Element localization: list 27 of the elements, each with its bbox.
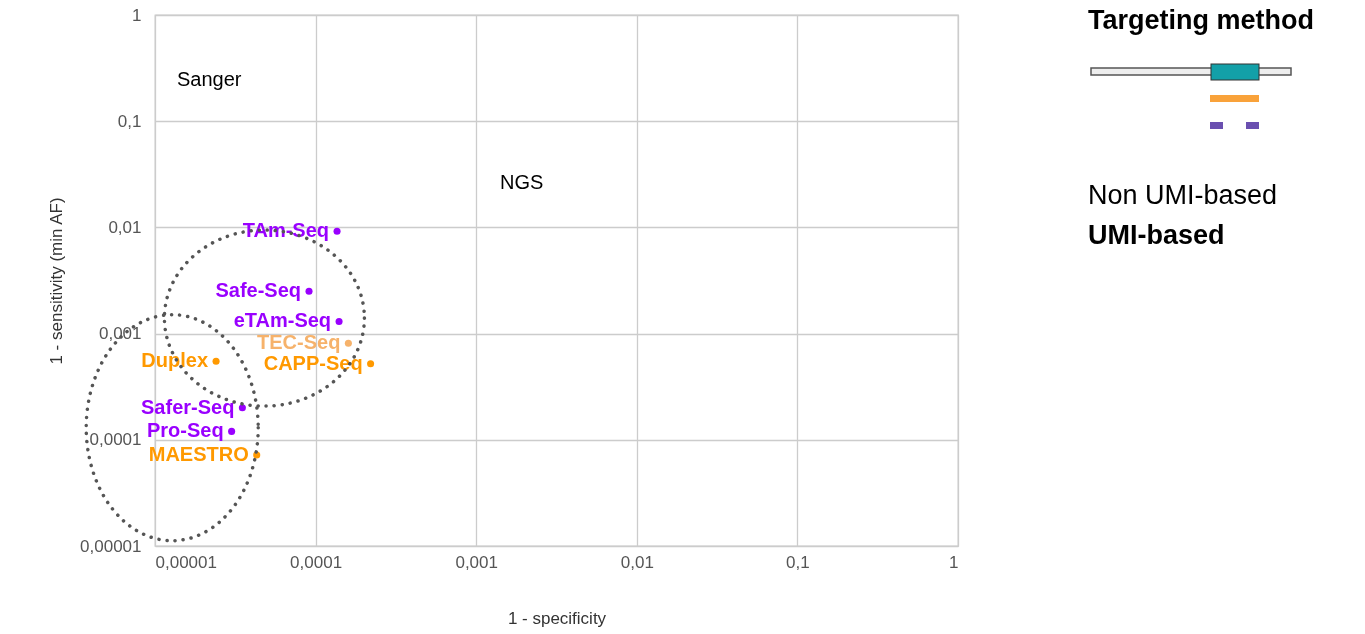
- series-label: Safer-Seq: [141, 395, 235, 418]
- y-tick-label: 0,1: [117, 111, 142, 131]
- series-label: eTAm-Seq: [233, 309, 332, 332]
- y-axis-title: 1 - sensitivity (min AF): [47, 197, 67, 365]
- series-label: Safe-Seq: [215, 279, 302, 302]
- y-tick-label: 0,0001: [89, 430, 142, 450]
- y-tick-label: 0,01: [108, 217, 142, 237]
- text: UMI-based: [1088, 220, 1225, 251]
- legend-title: Targeting method: [1088, 5, 1314, 36]
- x-tick-label: 1: [949, 552, 959, 572]
- series-label: Duplex: [141, 349, 209, 372]
- x-tick-label: 0,001: [455, 552, 498, 572]
- series-label: TEC-Seq: [257, 331, 341, 354]
- x-tick-label: 0,0001: [290, 552, 343, 572]
- series-label: MAESTRO: [148, 442, 249, 465]
- annotation: NGS: [500, 171, 544, 194]
- y-tick-label: 1: [132, 5, 142, 25]
- x-tick-label: 0,1: [786, 552, 810, 572]
- x-tick-label: 0,01: [620, 552, 654, 572]
- annotation: Sanger: [177, 68, 242, 91]
- x-tick-label: 0,00001: [155, 552, 217, 572]
- series-label: Pro-Seq: [146, 419, 224, 442]
- x-axis-title: 1 - specificity: [507, 608, 607, 628]
- y-tick-label: 0,00001: [80, 536, 142, 556]
- y-tick-label: 0,001: [98, 324, 142, 344]
- text: Non UMI-based: [1088, 180, 1278, 211]
- series-label: TAm-Seq: [242, 219, 330, 242]
